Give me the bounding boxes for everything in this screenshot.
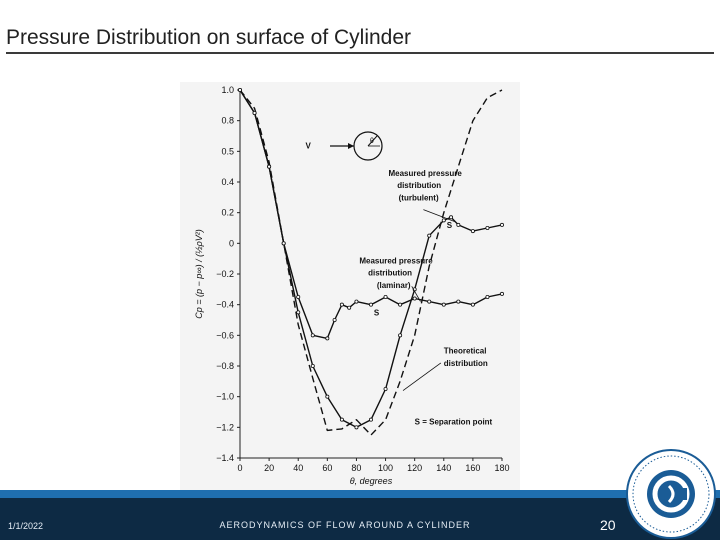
college-of-engineering-seal-icon: [626, 449, 716, 539]
y-tick-label: 0.2: [221, 208, 234, 218]
data-point: [427, 299, 432, 304]
data-point: [238, 88, 243, 93]
chart-annotation: (laminar): [377, 281, 411, 290]
y-tick-label: 0.8: [221, 116, 234, 126]
data-point: [325, 394, 330, 399]
data-point: [325, 336, 330, 341]
data-point: [339, 417, 344, 422]
data-point: [347, 305, 352, 310]
data-point: [267, 164, 272, 169]
data-point: [332, 317, 337, 322]
data-point: [499, 222, 504, 227]
data-point: [427, 233, 432, 238]
data-point: [383, 294, 388, 299]
chart-annotation: S: [447, 221, 453, 230]
data-point: [310, 363, 315, 368]
data-point: [354, 299, 359, 304]
data-point: [470, 229, 475, 234]
data-point: [485, 225, 490, 230]
chart-annotations: V Measured pressure distribution (turbulent…: [306, 141, 493, 426]
chart-axes: 1.0 0.8 0.5 0.4 0.2 0 −0.2 −0.4 −0.6 −0.8 −1.0 −1.2…: [194, 85, 510, 486]
data-point: [441, 218, 446, 223]
footer-date: 1/1/2022: [8, 521, 44, 531]
x-tick-label: 160: [465, 463, 480, 473]
footer-bar: [0, 498, 720, 540]
data-point: [368, 302, 373, 307]
chart-annotation: (turbulent): [399, 193, 439, 202]
y-tick-label: −0.8: [216, 361, 234, 371]
y-axis-label: Cp = (p − p∞) / (½ρV²): [194, 229, 204, 319]
data-point: [456, 222, 461, 227]
chart-annotation: S = Separation point: [415, 417, 493, 426]
pressure-chart: 1.0 0.8 0.5 0.4 0.2 0 −0.2 −0.4 −0.6 −0.8 −1.0 −1.2…: [180, 82, 520, 492]
data-point: [412, 296, 417, 301]
data-point: [310, 333, 315, 338]
footer-title: AERODYNAMICS OF FLOW AROUND A CYLINDER: [219, 520, 471, 530]
chart-annotation: distribution: [397, 181, 441, 190]
x-tick-label: 40: [293, 463, 303, 473]
data-point: [499, 291, 504, 296]
data-point: [470, 302, 475, 307]
chart-series: [238, 88, 504, 436]
x-tick-label: 180: [494, 463, 509, 473]
chart-annotation: Measured pressure: [359, 256, 433, 265]
x-tick-label: 100: [378, 463, 393, 473]
x-axis-label: θ, degrees: [350, 476, 393, 486]
chart-annotation: distribution: [444, 359, 488, 368]
x-tick-label: 0: [237, 463, 242, 473]
slide-title: Pressure Distribution on surface of Cyli…: [6, 26, 412, 49]
chart-annotation: S: [374, 308, 380, 317]
y-tick-label: −0.4: [216, 300, 234, 310]
y-tick-label: −0.2: [216, 269, 234, 279]
data-point: [383, 386, 388, 391]
y-tick-label: −1.4: [216, 453, 234, 463]
data-point: [398, 302, 403, 307]
leader-line: [423, 209, 456, 223]
data-point: [456, 299, 461, 304]
y-tick-label: −1.0: [216, 392, 234, 402]
x-tick-label: 120: [407, 463, 422, 473]
footer-band: [0, 490, 720, 498]
svg-text:θ: θ: [370, 138, 374, 145]
x-tick-label: 80: [351, 463, 361, 473]
cylinder-flow-icon: θ: [330, 131, 383, 161]
y-tick-label: 1.0: [221, 85, 234, 95]
leader-line: [411, 286, 421, 302]
data-point: [441, 302, 446, 307]
x-tick-label: 140: [436, 463, 451, 473]
data-point: [354, 425, 359, 430]
title-divider: [6, 52, 714, 54]
data-point: [339, 302, 344, 307]
data-point: [398, 333, 403, 338]
data-point: [485, 294, 490, 299]
data-point: [368, 417, 373, 422]
x-tick-label: 20: [264, 463, 274, 473]
data-point: [252, 110, 257, 115]
chart-annotation: Measured pressure: [388, 169, 462, 178]
page-number: 20: [600, 517, 616, 533]
y-tick-label: −0.6: [216, 330, 234, 340]
y-tick-label: 0.5: [221, 146, 234, 156]
x-tick-label: 60: [322, 463, 332, 473]
y-tick-label: −1.2: [216, 422, 234, 432]
chart-annotation: distribution: [368, 269, 412, 278]
data-point: [281, 241, 286, 246]
y-tick-label: 0: [229, 238, 234, 248]
data-point: [449, 215, 454, 220]
leader-line: [402, 362, 442, 391]
data-point: [296, 294, 301, 299]
data-point: [296, 310, 301, 315]
y-tick-label: 0.4: [221, 177, 234, 187]
chart-annotation: Theoretical: [444, 347, 487, 356]
chart-annotation: V: [306, 141, 312, 150]
chart-svg: 1.0 0.8 0.5 0.4 0.2 0 −0.2 −0.4 −0.6 −0.8 −1.0 −1.2…: [180, 82, 520, 492]
